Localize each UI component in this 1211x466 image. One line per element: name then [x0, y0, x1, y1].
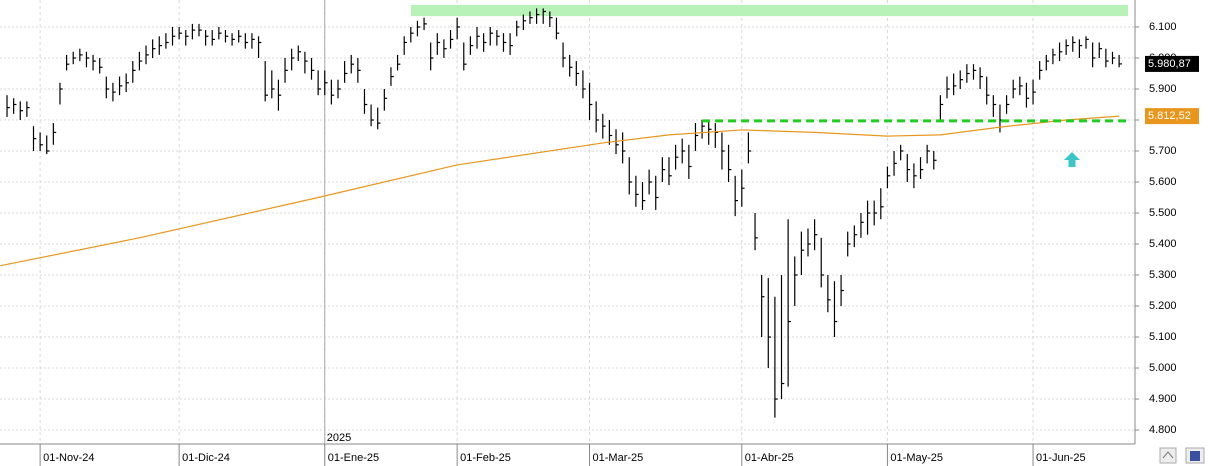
- price-label-box: [1145, 55, 1199, 72]
- x-tick-label: 01-Jun-25: [1036, 452, 1086, 464]
- grid: [0, 0, 1135, 444]
- marks: [0, 8, 1128, 418]
- y-tick-label: 5.600: [1149, 176, 1177, 188]
- up-arrow: [1064, 152, 1080, 167]
- y-tick-label: 5.200: [1149, 300, 1177, 312]
- ma-label-box: [1145, 108, 1199, 125]
- save-icon: [1190, 451, 1200, 461]
- y-tick-label: 6.100: [1149, 21, 1177, 33]
- year-label: 2025: [327, 432, 351, 444]
- y-tick-label: 5.000: [1149, 362, 1177, 374]
- y-tick-label: 4.900: [1149, 393, 1177, 405]
- ma-label: 5.812,52: [1148, 110, 1191, 122]
- y-tick-label: 5.500: [1149, 207, 1177, 219]
- y-tick-label: 5.100: [1149, 331, 1177, 343]
- scroll-button[interactable]: [1159, 447, 1177, 464]
- x-tick-label: 01-Abr-25: [745, 452, 794, 464]
- scroll-icon: [1162, 451, 1174, 459]
- x-tick-label: 01-May-25: [890, 452, 943, 464]
- y-tick-label: 5.700: [1149, 145, 1177, 157]
- x-tick-label: 01-Feb-25: [460, 452, 511, 464]
- x-tick-label: 01-Nov-24: [43, 452, 94, 464]
- y-tick-label: 5.400: [1149, 238, 1177, 250]
- resistance-zone: [410, 4, 1128, 17]
- moving-average: [0, 115, 1120, 267]
- y-tick-label: 5.900: [1149, 83, 1177, 95]
- x-tick-label: 01-Mar-25: [593, 452, 644, 464]
- price-label: 5.980,87: [1148, 58, 1191, 70]
- x-tick-label: 01-Ene-25: [328, 452, 379, 464]
- y-tick-label: 5.300: [1149, 269, 1177, 281]
- y-tick-label: 4.800: [1149, 424, 1177, 436]
- x-tick-label: 01-Dic-24: [182, 452, 230, 464]
